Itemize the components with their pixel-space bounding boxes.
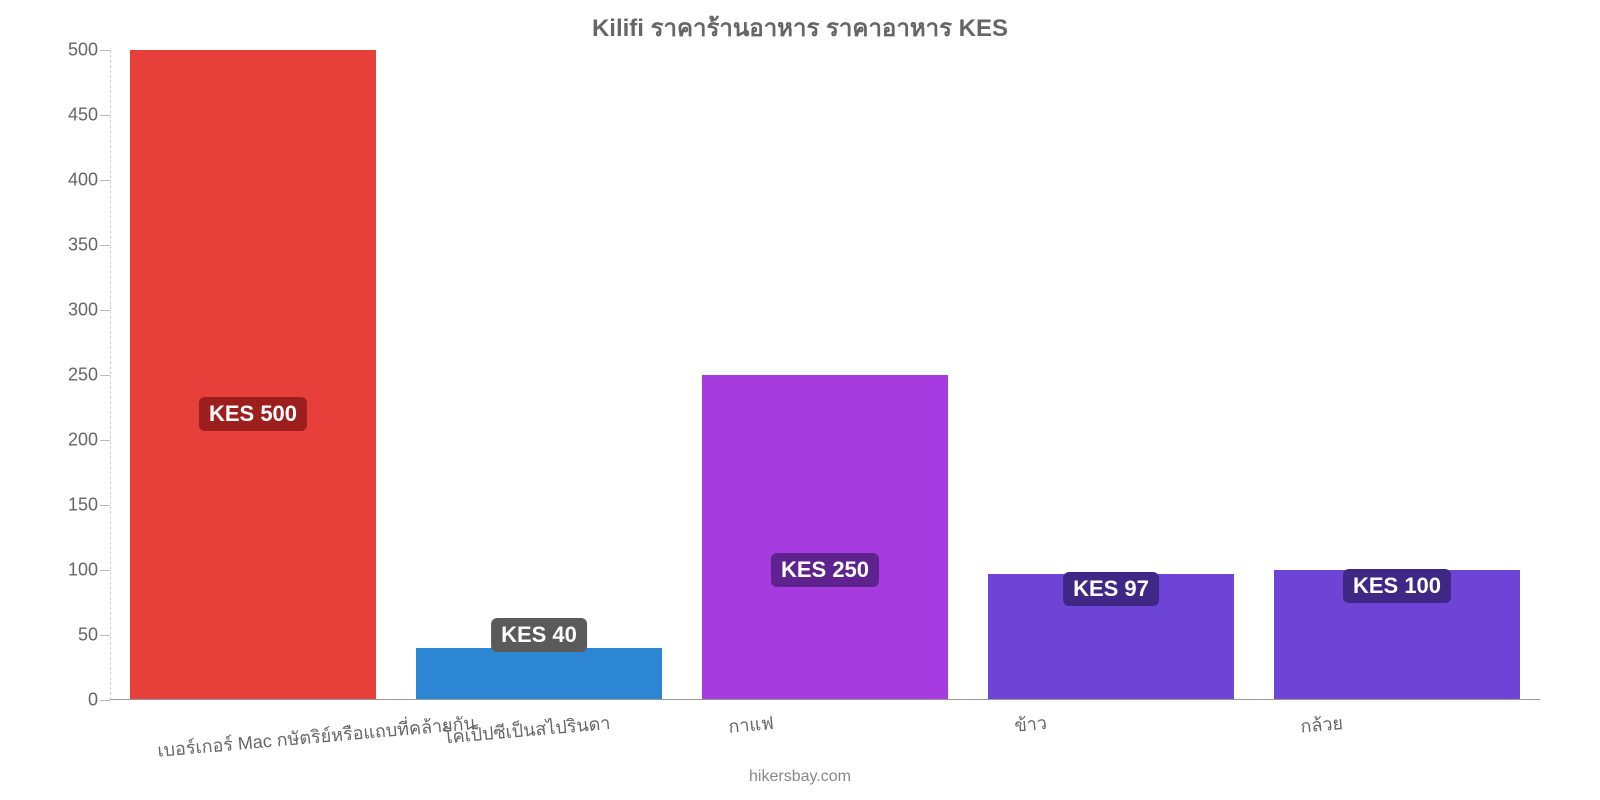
y-tick-label: 100 — [68, 560, 98, 581]
bar-value-badge: KES 500 — [199, 397, 307, 431]
y-tick — [100, 700, 110, 701]
y-tick — [100, 115, 110, 116]
y-tick-label: 250 — [68, 365, 98, 386]
bar — [130, 50, 376, 700]
x-category-label: เบอร์เกอร์ Mac กษัตริย์หรือแถบที่คล้ายกั… — [156, 708, 477, 765]
y-tick-label: 50 — [78, 625, 98, 646]
bar-value-badge: KES 100 — [1343, 569, 1451, 603]
y-tick — [100, 50, 110, 51]
bar-value-badge: KES 250 — [771, 553, 879, 587]
y-tick-label: 450 — [68, 105, 98, 126]
bar-value-badge: KES 40 — [491, 618, 587, 652]
y-tick-label: 350 — [68, 235, 98, 256]
y-tick — [100, 635, 110, 636]
y-tick-label: 0 — [88, 690, 98, 711]
y-tick — [100, 375, 110, 376]
y-tick — [100, 310, 110, 311]
x-category-label: ข้าว — [1013, 708, 1048, 740]
chart-container: Kilifi ราคาร้านอาหาร ราคาอาหาร KES 05010… — [0, 0, 1600, 800]
y-tick-label: 200 — [68, 430, 98, 451]
y-tick — [100, 440, 110, 441]
chart-title: Kilifi ราคาร้านอาหาร ราคาอาหาร KES — [0, 8, 1600, 47]
x-category-label: กล้วย — [1299, 708, 1344, 741]
y-tick — [100, 180, 110, 181]
y-tick-label: 150 — [68, 495, 98, 516]
attribution-text: hikersbay.com — [0, 768, 1600, 786]
bars-layer: KES 500 KES 40 KES 250 KES 97 KES 100 — [110, 50, 1540, 700]
y-tick-label: 400 — [68, 170, 98, 191]
bar — [416, 648, 662, 700]
y-tick — [100, 505, 110, 506]
y-tick-label: 500 — [68, 40, 98, 61]
bar-value-badge: KES 97 — [1063, 572, 1159, 606]
x-axis — [110, 699, 1540, 700]
bar — [702, 375, 948, 700]
y-tick — [100, 245, 110, 246]
y-tick-label: 300 — [68, 300, 98, 321]
plot-area: 050100150200250300350400450500 KES 500KE… — [110, 50, 1540, 700]
y-tick — [100, 570, 110, 571]
x-category-label: กาแฟ — [727, 708, 775, 741]
